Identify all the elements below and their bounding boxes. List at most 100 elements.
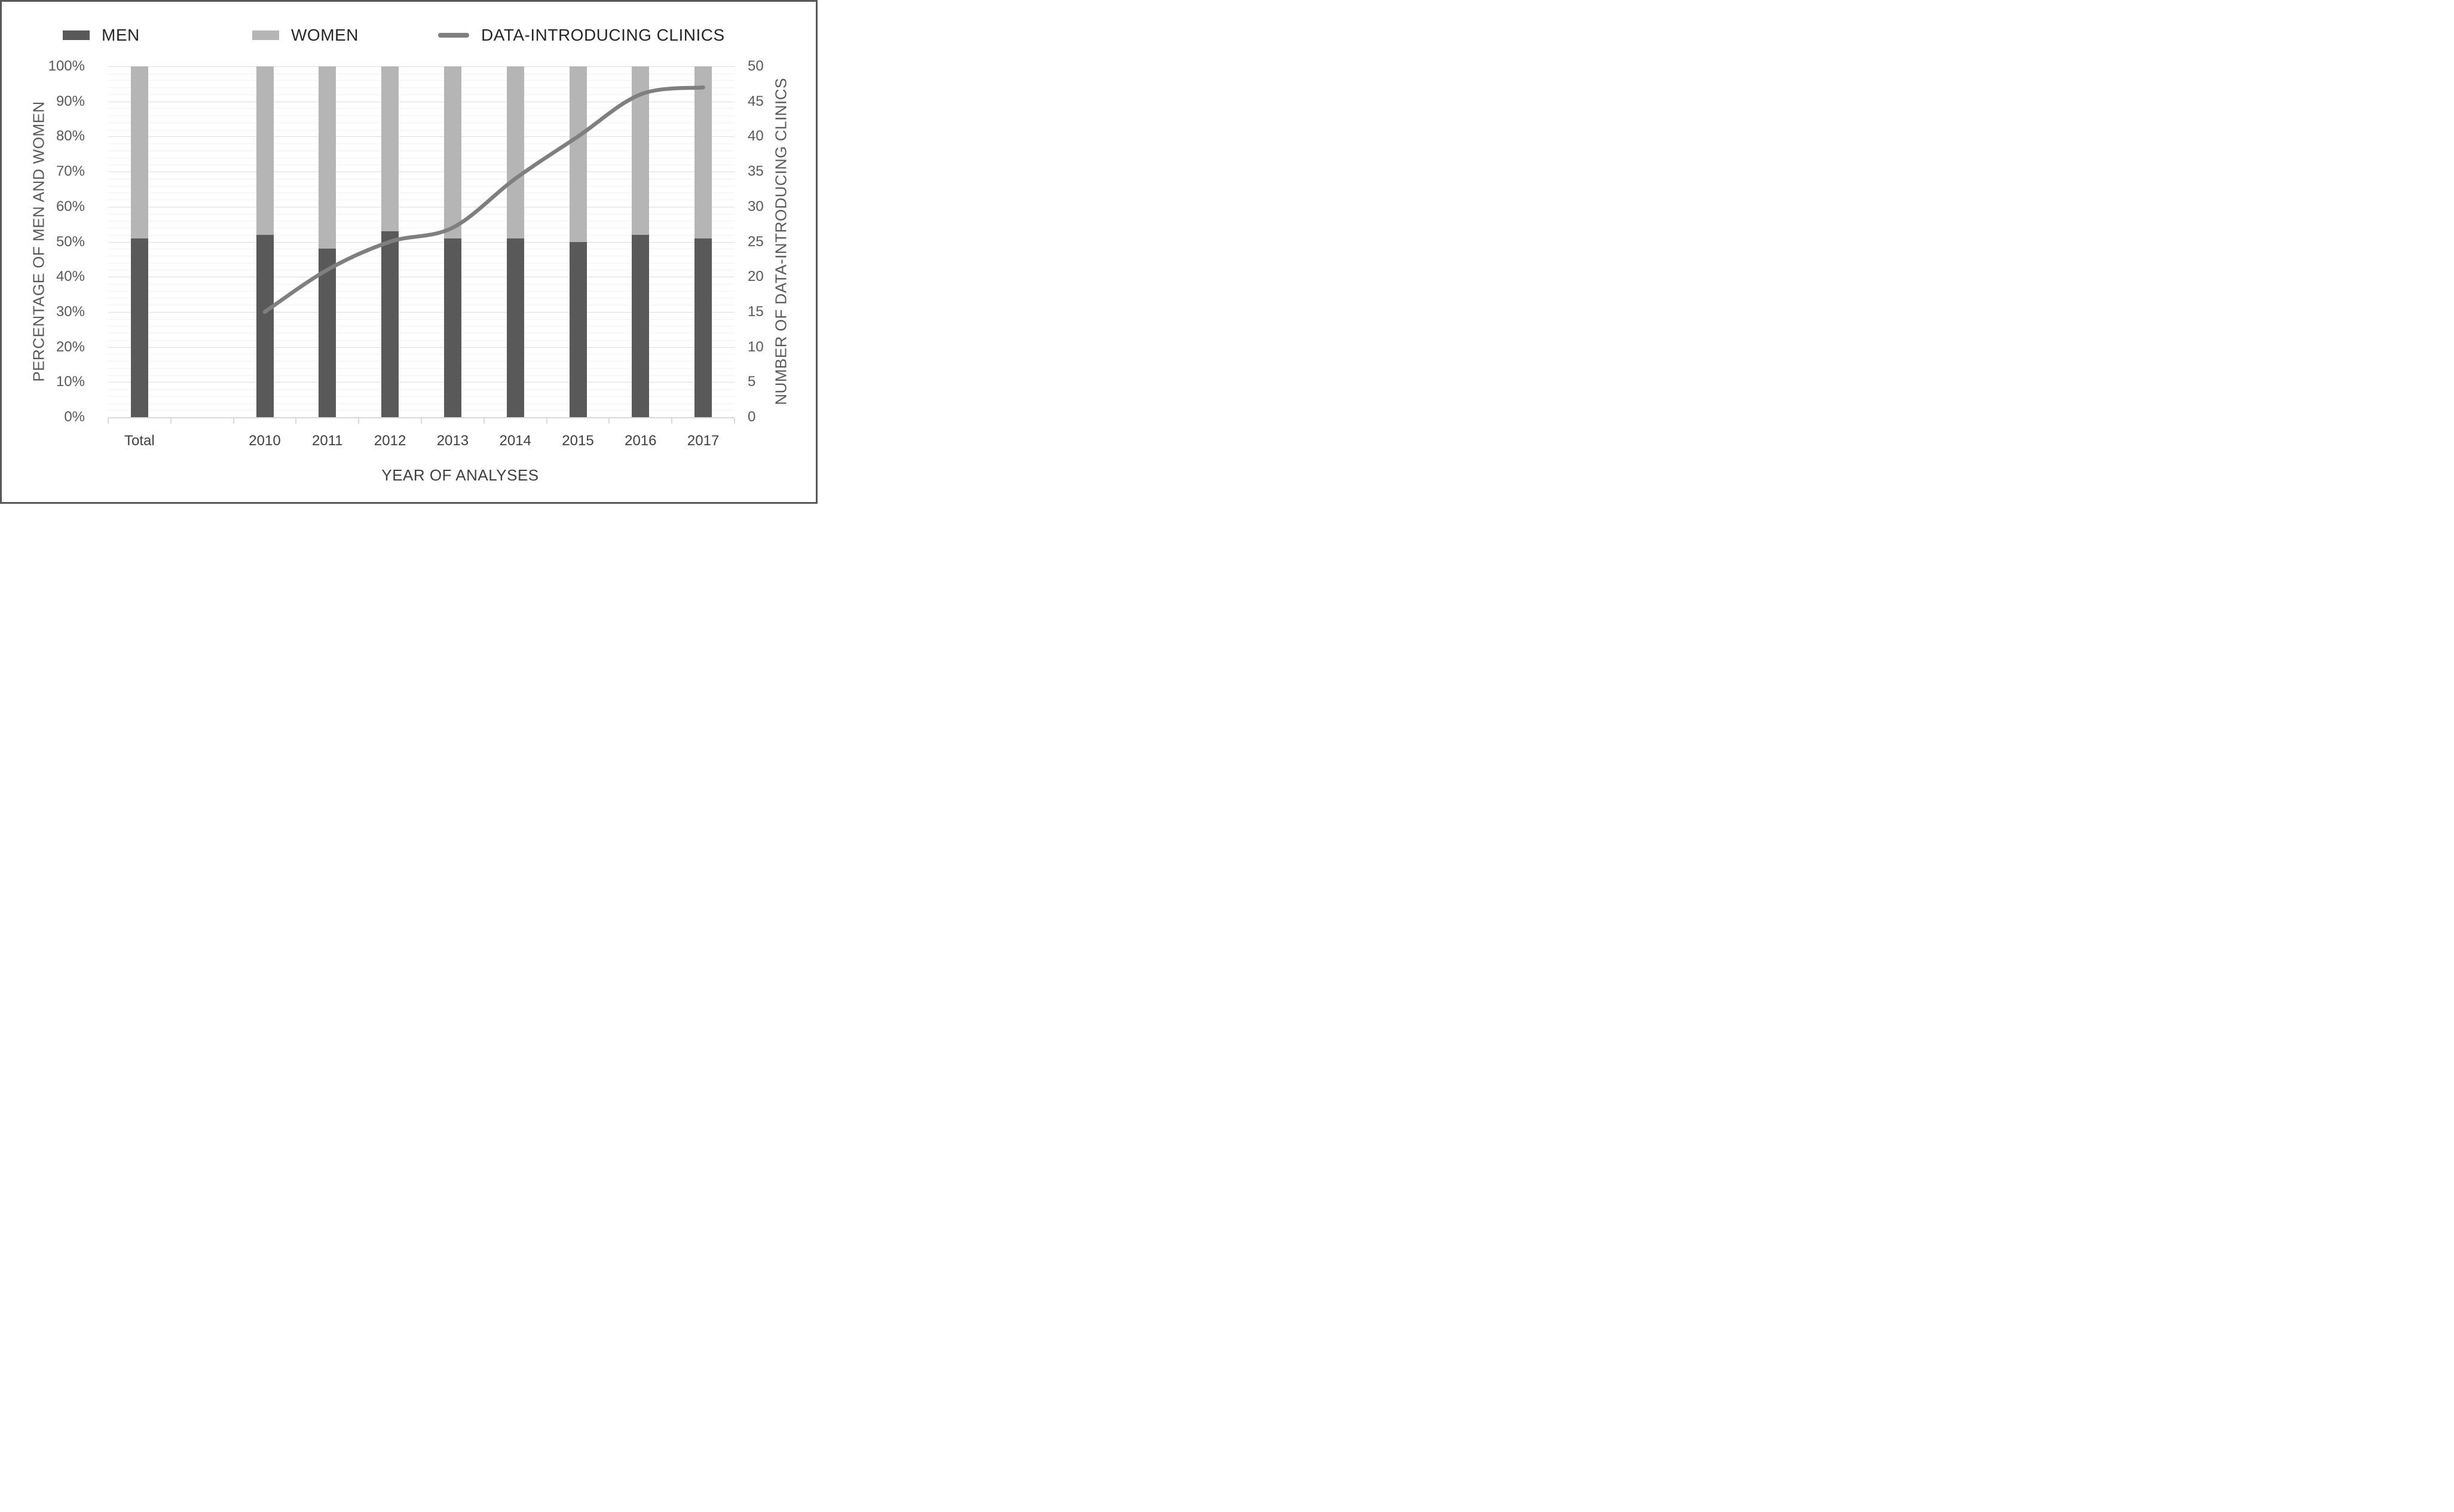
x-axis-line bbox=[108, 417, 735, 418]
legend-item-women: WOMEN bbox=[252, 25, 359, 46]
left-axis-tick-label: 50% bbox=[56, 233, 85, 250]
minor-gridline bbox=[108, 115, 735, 117]
bar-women-segment bbox=[443, 66, 461, 238]
bar-women-segment bbox=[381, 66, 399, 231]
left-axis-tick-label: 90% bbox=[56, 93, 85, 109]
minor-gridline bbox=[108, 410, 735, 411]
minor-gridline bbox=[108, 80, 735, 81]
plot-area bbox=[108, 66, 735, 417]
minor-gridline bbox=[108, 94, 735, 95]
left-axis-tick-label: 60% bbox=[56, 198, 85, 215]
right-axis-tick-label: 20 bbox=[748, 268, 764, 285]
x-axis-tick-mark bbox=[232, 418, 234, 424]
legend-label-men: MEN bbox=[102, 26, 140, 44]
bar-women-segment bbox=[569, 66, 587, 242]
bar-men-segment bbox=[381, 231, 399, 417]
x-axis-category-label: 2011 bbox=[311, 433, 343, 449]
right-axis-title: NUMBER OF DATA-INTRODUCING CLINICS bbox=[772, 78, 790, 405]
x-axis-tick-mark bbox=[483, 418, 485, 424]
minor-gridline bbox=[108, 368, 735, 369]
x-axis-category-label: 2010 bbox=[249, 433, 281, 449]
x-axis-category-label: 2013 bbox=[436, 433, 469, 449]
x-axis-category-label: 2017 bbox=[687, 433, 720, 449]
bar-men-segment bbox=[319, 249, 336, 417]
left-axis-tick-label: 0% bbox=[64, 409, 85, 425]
bar-men-segment bbox=[130, 238, 148, 417]
x-axis-tick-mark bbox=[295, 418, 297, 424]
bar-women-segment bbox=[130, 66, 148, 238]
x-axis-tick-mark bbox=[108, 418, 109, 424]
clinics-line-swatch-icon bbox=[438, 33, 469, 38]
left-axis-tick-label: 10% bbox=[56, 374, 85, 390]
major-gridline bbox=[108, 241, 735, 243]
minor-gridline bbox=[108, 192, 735, 194]
clinics-line-series bbox=[262, 85, 705, 314]
x-axis-category-label: Total bbox=[124, 433, 155, 449]
x-axis-tick-mark bbox=[546, 418, 547, 424]
bar-men-segment bbox=[443, 238, 461, 417]
minor-gridline bbox=[108, 389, 735, 390]
bar-women-segment bbox=[319, 66, 336, 249]
right-axis-tick-label: 30 bbox=[748, 198, 764, 215]
minor-gridline bbox=[108, 87, 735, 88]
right-axis-tick-label: 35 bbox=[748, 163, 764, 180]
bar-women-segment bbox=[256, 66, 274, 235]
left-axis-title: PERCENTAGE OF MEN AND WOMEN bbox=[29, 101, 48, 382]
bar-women-segment bbox=[694, 66, 712, 238]
minor-gridline bbox=[108, 375, 735, 376]
minor-gridline bbox=[108, 164, 735, 166]
bar-men-segment bbox=[506, 238, 524, 417]
minor-gridline bbox=[108, 403, 735, 404]
left-axis-tick-label: 80% bbox=[56, 128, 85, 145]
minor-gridline bbox=[108, 319, 735, 320]
legend-label-clinics: DATA-INTRODUCING CLINICS bbox=[481, 26, 725, 44]
minor-gridline bbox=[108, 339, 735, 341]
bar-men-segment bbox=[632, 234, 650, 417]
x-axis-tick-mark bbox=[608, 418, 610, 424]
right-axis-tick-label: 45 bbox=[748, 93, 764, 109]
right-axis-tick-label: 50 bbox=[748, 58, 764, 74]
x-axis-category-label: 2012 bbox=[374, 433, 406, 449]
major-gridline bbox=[108, 311, 735, 313]
minor-gridline bbox=[108, 213, 735, 215]
x-axis-category-label: 2016 bbox=[625, 433, 657, 449]
bar-men-segment bbox=[256, 234, 274, 417]
legend-label-women: WOMEN bbox=[291, 26, 359, 44]
left-axis-tick-label: 100% bbox=[48, 58, 85, 74]
right-axis-tick-label: 0 bbox=[748, 409, 756, 425]
bar-men-segment bbox=[694, 238, 712, 417]
x-axis-tick-mark bbox=[671, 418, 673, 424]
x-axis-tick-mark bbox=[170, 418, 172, 424]
right-axis-tick-label: 25 bbox=[748, 233, 764, 250]
right-axis-tick-label: 10 bbox=[748, 338, 764, 355]
x-axis-category-label: 2014 bbox=[499, 433, 531, 449]
bar-men-segment bbox=[569, 241, 587, 417]
right-axis-tick-label: 40 bbox=[748, 128, 764, 145]
x-axis-category-label: 2015 bbox=[562, 433, 594, 449]
x-axis-title: YEAR OF ANALYSES bbox=[381, 466, 539, 484]
major-gridline bbox=[108, 66, 735, 67]
minor-gridline bbox=[108, 262, 735, 264]
right-axis-tick-label: 5 bbox=[748, 374, 756, 390]
legend-item-men: MEN bbox=[63, 25, 140, 46]
minor-gridline bbox=[108, 108, 735, 109]
left-axis-tick-label: 70% bbox=[56, 163, 85, 180]
major-gridline bbox=[108, 347, 735, 348]
left-axis-tick-label: 30% bbox=[56, 303, 85, 320]
minor-gridline bbox=[108, 361, 735, 362]
left-axis-tick-label: 40% bbox=[56, 268, 85, 285]
bar-women-segment bbox=[506, 66, 524, 238]
legend-item-clinics: DATA-INTRODUCING CLINICS bbox=[438, 25, 725, 46]
right-axis-tick-label: 15 bbox=[748, 303, 764, 320]
x-axis-tick-mark bbox=[358, 418, 360, 424]
minor-gridline bbox=[108, 143, 735, 145]
minor-gridline bbox=[108, 290, 735, 292]
women-swatch-icon bbox=[252, 30, 279, 40]
men-swatch-icon bbox=[63, 30, 90, 40]
minor-gridline bbox=[108, 396, 735, 397]
x-axis-tick-mark bbox=[734, 418, 735, 424]
chart-figure: MEN WOMEN DATA-INTRODUCING CLINICS PERCE… bbox=[0, 0, 818, 504]
major-gridline bbox=[108, 136, 735, 137]
x-axis-tick-mark bbox=[421, 418, 422, 424]
left-axis-tick-label: 20% bbox=[56, 338, 85, 355]
